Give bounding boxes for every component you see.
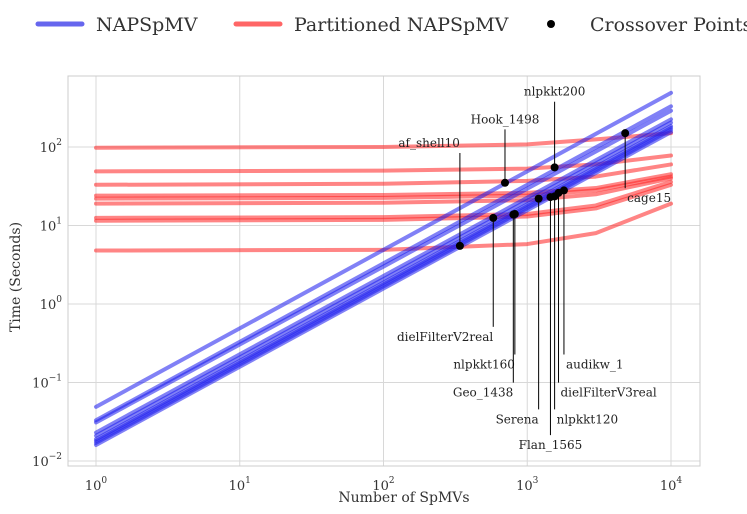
x-tick-mantissa: 10 <box>85 479 102 494</box>
y-tick-exponent: 1 <box>56 217 62 227</box>
napspmv-series-line-3 <box>94 108 673 425</box>
legend-label: Partitioned NAPSpMV <box>294 14 509 36</box>
y-tick-mantissa: 10 <box>40 220 57 235</box>
x-tick-exponent: 0 <box>101 476 107 486</box>
crossover-label: Hook_1498 <box>471 112 540 126</box>
y-tick-exponent: −2 <box>49 452 62 462</box>
x-tick-mantissa: 10 <box>516 479 533 494</box>
crossover-point <box>550 163 559 172</box>
crossover-label: Flan_1565 <box>519 438 583 452</box>
crossover-point <box>534 194 543 203</box>
crossover-label: Serena <box>496 412 539 426</box>
crossover-point <box>559 186 568 195</box>
x-tick-label: 104 <box>660 476 683 494</box>
crossover-label: Geo_1438 <box>453 386 513 400</box>
x-tick-mantissa: 10 <box>229 479 246 494</box>
x-axis-label: Number of SpMVs <box>338 490 469 506</box>
crossover-label: audikw_1 <box>566 357 624 371</box>
y-tick-exponent: 0 <box>56 295 62 305</box>
napspmv-series-line-9 <box>94 130 673 447</box>
crossover-label: dielFilterV2real <box>397 330 493 344</box>
x-tick-exponent: 1 <box>245 476 251 486</box>
y-tick-label: 100 <box>40 295 63 313</box>
partitioned-series-line-7 <box>94 179 673 220</box>
crossover-point <box>489 213 498 222</box>
y-axis-label: Time (Seconds) <box>8 222 24 332</box>
crossover-annotations: af_shell10 Hook_1498 nlpkkt200 dielFilterV2… <box>397 85 671 452</box>
x-tick-label: 101 <box>229 476 251 494</box>
legend-label: NAPSpMV <box>96 14 198 36</box>
x-tick-label: 102 <box>372 476 394 494</box>
partitioned-series-line-4 <box>94 172 673 198</box>
partitioned-series-group <box>94 131 673 253</box>
crossover-label: dielFilterV3real <box>561 386 657 400</box>
y-tick-mantissa: 10 <box>32 455 49 470</box>
y-tick-exponent: −1 <box>49 374 62 384</box>
y-tick-mantissa: 10 <box>40 141 57 156</box>
x-tick-mantissa: 10 <box>372 479 389 494</box>
x-tick-exponent: 3 <box>533 476 539 486</box>
y-tick-label: 101 <box>40 217 62 235</box>
x-tick-exponent: 2 <box>389 476 395 486</box>
y-tick-label: 102 <box>40 138 62 156</box>
legend-swatch-marker <box>547 20 555 28</box>
napspmv-series-line-4 <box>94 117 673 435</box>
crossover-point <box>621 129 630 138</box>
crossover-points <box>455 129 630 250</box>
napspmv-series-line-1 <box>94 90 673 409</box>
legend-label: Crossover Points <box>590 14 747 36</box>
crossover-label: af_shell10 <box>398 136 460 150</box>
x-tick-exponent: 4 <box>676 476 682 486</box>
crossover-label: nlpkkt200 <box>524 85 586 99</box>
x-axis-ticks: 100 101 102 103 104 <box>85 476 683 494</box>
x-tick-label: 103 <box>516 476 539 494</box>
plot-frame <box>67 75 701 467</box>
napspmv-series-line-2 <box>94 104 673 423</box>
crossover-point <box>500 178 509 187</box>
x-tick-mantissa: 10 <box>660 479 677 494</box>
crossover-point <box>509 210 518 219</box>
crossover-label: nlpkkt120 <box>557 412 619 426</box>
crossover-label: nlpkkt160 <box>453 357 515 371</box>
partitioned-series-line-3 <box>94 162 673 187</box>
crossover-label: cage15 <box>627 191 671 205</box>
crossover-point <box>455 241 464 250</box>
partitioned-series-line-9 <box>94 201 673 253</box>
partitioned-series-line-8 <box>94 182 673 223</box>
y-tick-exponent: 2 <box>56 138 62 148</box>
y-tick-mantissa: 10 <box>32 377 49 392</box>
y-tick-mantissa: 10 <box>40 298 57 313</box>
x-tick-label: 100 <box>85 476 108 494</box>
napspmv-series-group <box>94 90 673 447</box>
legend: NAPSpMV Partitioned NAPSpMV Crossover Poin… <box>35 14 747 36</box>
y-tick-label: 10−1 <box>32 374 62 392</box>
napspmv-series-line-5 <box>94 120 673 438</box>
y-tick-label: 10−2 <box>32 452 62 470</box>
